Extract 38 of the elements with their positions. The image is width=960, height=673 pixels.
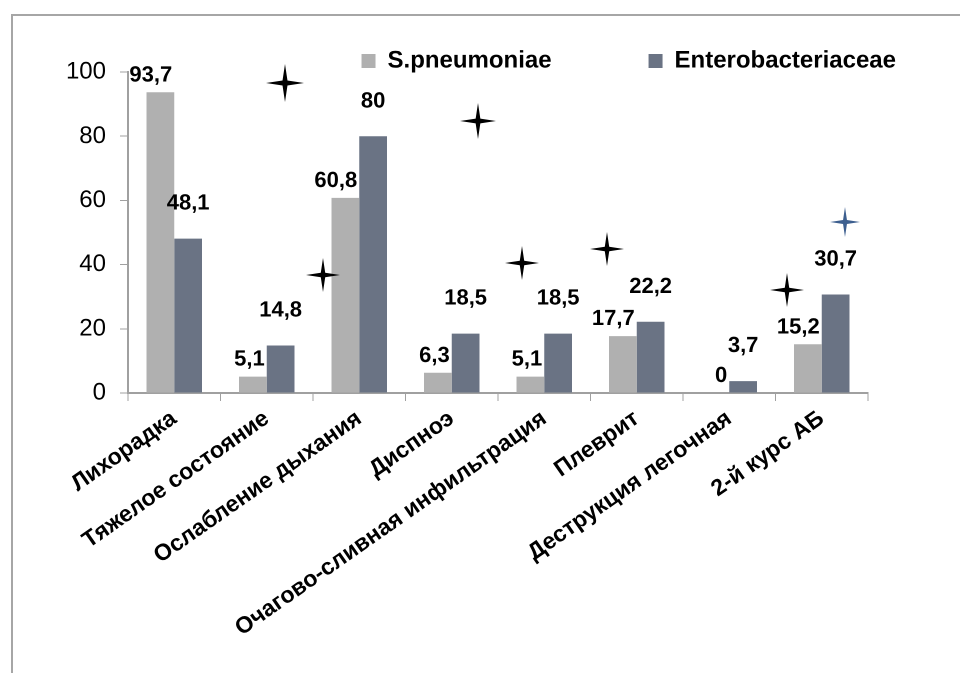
y-tick-label: 0 — [92, 378, 106, 406]
data-label: 0 — [715, 362, 728, 388]
data-label: 6,3 — [419, 342, 450, 367]
bar — [174, 238, 202, 392]
data-label: 15,2 — [776, 313, 820, 338]
data-label: 18,5 — [444, 284, 488, 310]
bar — [266, 345, 294, 392]
bar — [544, 334, 572, 392]
legend-label: Enterobacteriaceae — [674, 46, 896, 74]
data-label: 5,1 — [234, 346, 265, 371]
data-label: 17,7 — [592, 305, 635, 330]
bar — [729, 381, 757, 392]
data-label: 48,1 — [166, 190, 210, 215]
y-tick-label: 100 — [66, 58, 106, 85]
bar — [609, 336, 637, 392]
data-label: 93,7 — [129, 61, 172, 86]
data-label: 14,8 — [259, 296, 302, 322]
bar — [239, 376, 267, 392]
y-tick-label: 80 — [79, 122, 106, 149]
bar — [794, 344, 822, 392]
bar — [636, 322, 664, 392]
y-tick-label: 40 — [79, 250, 106, 278]
data-label: 30,7 — [814, 246, 858, 271]
data-label: 60,8 — [314, 166, 358, 192]
data-label: 3,7 — [728, 332, 758, 358]
y-tick-label: 20 — [79, 314, 106, 342]
bar — [332, 198, 360, 392]
bar — [424, 372, 452, 392]
bar — [822, 294, 850, 392]
bar — [359, 136, 387, 392]
y-tick-label: 60 — [79, 186, 106, 214]
bar — [452, 334, 480, 392]
data-label: 5,1 — [512, 346, 542, 371]
data-label: 80 — [360, 87, 386, 112]
data-label: 18,5 — [536, 284, 580, 310]
bar — [516, 376, 544, 392]
legend-label: S.pneumoniae — [388, 46, 552, 74]
data-label: 22,2 — [629, 272, 672, 298]
